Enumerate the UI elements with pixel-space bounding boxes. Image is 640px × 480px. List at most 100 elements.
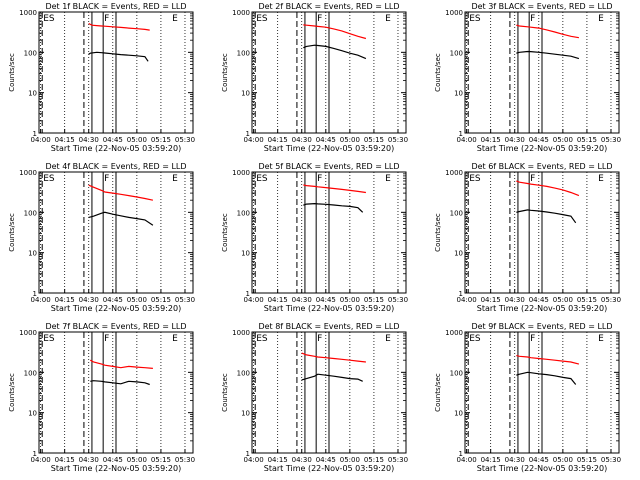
y-tick-label: 100 — [237, 369, 250, 377]
x-tick-label: 05:00 — [127, 456, 147, 464]
x-tick-label: 05:15 — [364, 296, 384, 304]
event-label: E — [385, 334, 391, 344]
event-label: ES — [469, 334, 481, 344]
x-tick-label: 04:45 — [529, 456, 549, 464]
y-tick-label: 1000 — [19, 9, 37, 17]
event-label: F — [317, 14, 322, 24]
lld-rate-line — [516, 24, 580, 39]
y-tick-label: 1 — [459, 290, 463, 298]
y-axis-label: Counts/sec — [434, 53, 442, 92]
event-label: ES — [256, 334, 268, 344]
x-tick-label: 04:15 — [481, 296, 501, 304]
x-tick-label: 05:30 — [601, 136, 621, 144]
x-axis-label: Start Time (22-Nov-05 03:59:20) — [264, 144, 394, 153]
events-rate-line — [516, 371, 577, 385]
x-tick-label: 05:00 — [553, 296, 573, 304]
chart-panel: Det 8f BLACK = Events, RED = LLD ES F E 1 10 1… — [221, 322, 408, 473]
x-tick-label: 04:30 — [292, 136, 312, 144]
event-label: E — [385, 174, 391, 184]
x-tick-label: 05:30 — [175, 136, 195, 144]
x-tick-label: 05:30 — [601, 456, 621, 464]
x-tick-label: 04:00 — [457, 456, 477, 464]
x-tick-label: 04:45 — [103, 136, 123, 144]
x-axis-label: Start Time (22-Nov-05 03:59:20) — [264, 464, 394, 473]
lld-rate-line — [90, 359, 153, 369]
event-label: F — [317, 334, 322, 344]
y-tick-label: 10 — [454, 410, 463, 418]
x-tick-label: 04:30 — [79, 456, 99, 464]
events-rate-line — [303, 44, 367, 60]
event-label: ES — [43, 334, 55, 344]
x-tick-label: 04:45 — [316, 456, 336, 464]
chart-panel: Det 9f BLACK = Events, RED = LLD ES F E 1 10 1… — [434, 322, 621, 473]
x-tick-label: 04:15 — [268, 296, 288, 304]
x-tick-label: 05:15 — [577, 296, 597, 304]
chart-panel: Det 5f BLACK = Events, RED = LLD ES F E 1 10 1… — [221, 162, 408, 313]
y-tick-label: 1 — [459, 450, 463, 458]
x-axis-label: Start Time (22-Nov-05 03:59:20) — [477, 304, 607, 313]
chart-panel: Det 2f BLACK = Events, RED = LLD ES F E 1 10 1… — [221, 2, 408, 153]
event-label: ES — [256, 14, 268, 24]
x-tick-label: 04:15 — [55, 136, 75, 144]
y-tick-label: 1000 — [445, 9, 463, 17]
events-rate-line — [88, 211, 154, 226]
x-tick-label: 05:00 — [340, 296, 360, 304]
x-tick-label: 05:15 — [364, 456, 384, 464]
x-axis-label: Start Time (22-Nov-05 03:59:20) — [51, 144, 181, 153]
x-tick-label: 04:15 — [55, 296, 75, 304]
x-tick-label: 04:00 — [31, 136, 51, 144]
y-axis-label: Counts/sec — [8, 53, 16, 92]
x-tick-label: 05:15 — [577, 456, 597, 464]
x-tick-label: 04:30 — [79, 296, 99, 304]
y-tick-label: 1000 — [232, 169, 250, 177]
y-tick-label: 100 — [237, 49, 250, 57]
y-tick-label: 100 — [237, 209, 250, 217]
event-label: F — [530, 174, 535, 184]
event-label: E — [172, 14, 178, 24]
y-axis-label: Counts/sec — [434, 373, 442, 412]
x-axis-label: Start Time (22-Nov-05 03:59:20) — [51, 464, 181, 473]
chart-title: Det 5f BLACK = Events, RED = LLD — [258, 162, 399, 171]
x-tick-label: 04:00 — [244, 456, 264, 464]
x-tick-label: 04:45 — [529, 136, 549, 144]
lld-rate-line — [88, 22, 150, 31]
y-tick-label: 1 — [33, 290, 37, 298]
chart-title: Det 1f BLACK = Events, RED = LLD — [45, 2, 186, 11]
event-label: ES — [256, 174, 268, 184]
event-label: F — [530, 14, 535, 24]
x-axis-label: Start Time (22-Nov-05 03:59:20) — [477, 464, 607, 473]
y-axis-label: Counts/sec — [8, 213, 16, 252]
y-tick-label: 100 — [450, 369, 463, 377]
x-tick-label: 04:15 — [55, 456, 75, 464]
x-tick-label: 04:15 — [481, 136, 501, 144]
y-tick-label: 10 — [241, 410, 250, 418]
x-tick-label: 04:30 — [505, 296, 525, 304]
x-axis-label: Start Time (22-Nov-05 03:59:20) — [51, 304, 181, 313]
x-tick-label: 04:45 — [103, 296, 123, 304]
x-tick-label: 04:30 — [79, 136, 99, 144]
y-tick-label: 1000 — [445, 169, 463, 177]
x-tick-label: 04:15 — [481, 456, 501, 464]
x-tick-label: 04:15 — [268, 456, 288, 464]
event-label: F — [530, 334, 535, 344]
x-tick-label: 05:00 — [340, 456, 360, 464]
x-tick-label: 04:30 — [292, 296, 312, 304]
lld-rate-line — [516, 180, 580, 197]
chart-panel: Det 6f BLACK = Events, RED = LLD ES F E 1 10 1… — [434, 162, 621, 313]
lld-rate-line — [516, 355, 580, 365]
x-tick-label: 04:45 — [316, 296, 336, 304]
event-label: F — [104, 334, 109, 344]
x-axis-label: Start Time (22-Nov-05 03:59:20) — [264, 304, 394, 313]
y-tick-label: 1000 — [232, 9, 250, 17]
event-label: ES — [43, 14, 55, 24]
y-tick-label: 1 — [33, 130, 37, 138]
chart-title: Det 3f BLACK = Events, RED = LLD — [471, 2, 612, 11]
x-tick-label: 05:30 — [601, 296, 621, 304]
x-tick-label: 04:00 — [244, 296, 264, 304]
event-label: F — [317, 174, 322, 184]
y-tick-label: 10 — [28, 250, 37, 258]
event-label: E — [598, 334, 604, 344]
events-rate-line — [88, 51, 149, 62]
y-tick-label: 100 — [24, 49, 37, 57]
